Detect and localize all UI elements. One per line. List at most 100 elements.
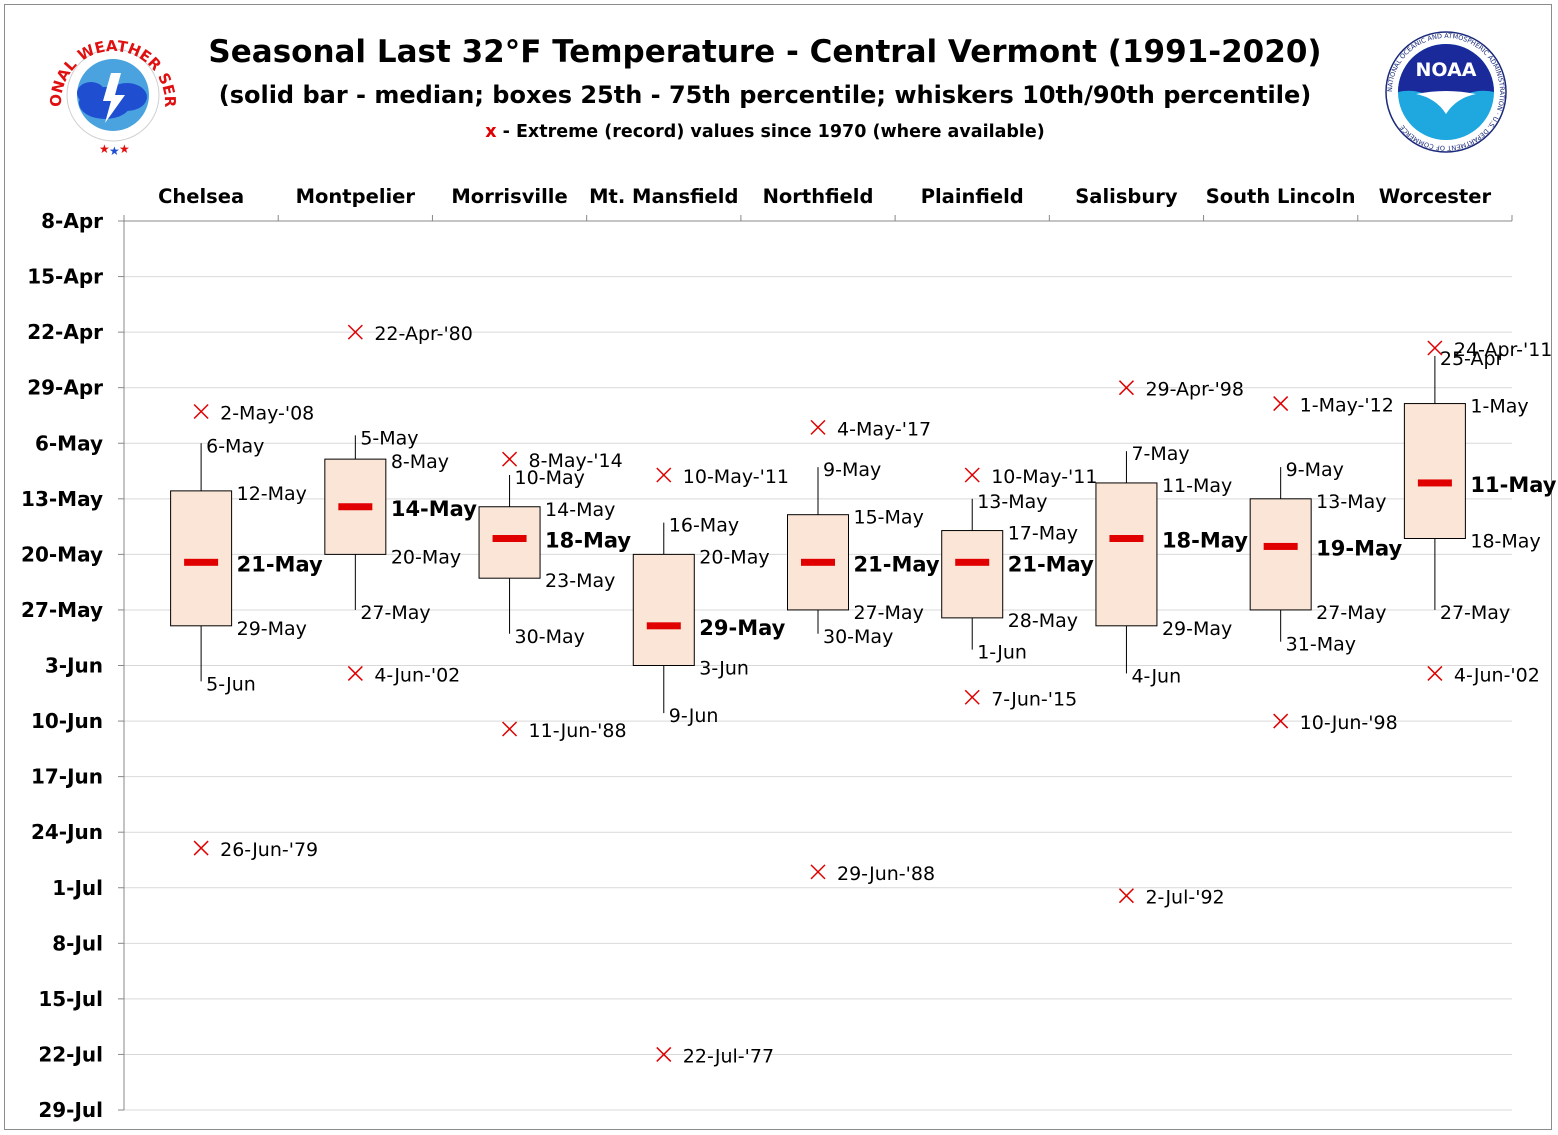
y-tick-label: 3-Jun <box>45 654 103 678</box>
chart-title: Seasonal Last 32°F Temperature - Central… <box>208 34 1321 70</box>
y-tick-label: 13-May <box>21 487 103 511</box>
median-bar <box>1263 542 1298 550</box>
extreme-label: 10-May-'11 <box>683 466 789 488</box>
extreme-label: 29-Apr-'98 <box>1145 379 1244 401</box>
p75-label: 20-May <box>391 546 461 568</box>
median-label: 11-May <box>1470 473 1556 497</box>
median-label: 18-May <box>1162 529 1248 553</box>
p90-label: 1-Jun <box>977 642 1027 664</box>
median-label: 18-May <box>545 529 631 553</box>
extreme-label: 2-May-'08 <box>220 403 314 425</box>
extreme-marker <box>656 467 672 483</box>
station-label: Northfield <box>763 185 874 208</box>
extreme-marker <box>347 665 363 681</box>
extreme-marker <box>1118 380 1134 396</box>
noaa-logo: NOAA NATIONAL OCEANIC AND ATMOSPHERIC AD… <box>1385 31 1507 153</box>
extreme-marker <box>810 864 826 880</box>
extreme-label: 10-Jun-'98 <box>1300 712 1398 734</box>
p10-label: 6-May <box>206 435 264 457</box>
p25-label: 15-May <box>854 507 924 529</box>
p10-label: 10-May <box>515 467 585 489</box>
station-label: Worcester <box>1379 185 1492 208</box>
p25-label: 17-May <box>1008 523 1078 545</box>
p75-label: 28-May <box>1008 610 1078 632</box>
p90-label: 5-Jun <box>206 673 256 695</box>
y-tick-label: 29-Apr <box>27 376 103 400</box>
p90-label: 9-Jun <box>669 705 719 727</box>
p10-label: 13-May <box>977 491 1047 513</box>
box <box>478 506 541 579</box>
station-label: South Lincoln <box>1206 185 1356 208</box>
noaa-logo-text: NOAA <box>1416 59 1477 81</box>
extreme-marker <box>193 403 209 420</box>
box <box>1249 498 1312 611</box>
y-tick-label: 8-Apr <box>41 209 103 233</box>
p90-label: 30-May <box>823 626 893 648</box>
box <box>1403 403 1466 539</box>
extreme-marker <box>1273 396 1289 412</box>
p25-label: 13-May <box>1316 491 1386 513</box>
median-label: 29-May <box>699 616 785 640</box>
y-tick-label: 6-May <box>35 431 103 455</box>
extreme-marker <box>502 451 518 467</box>
svg-text:★: ★ <box>109 144 120 158</box>
extreme-marker <box>656 1046 672 1062</box>
nws-logo: NATIONAL WEATHER SERVICE ★ ★ ★ <box>47 37 179 158</box>
legend-note: x - Extreme (record) values since 1970 (… <box>485 122 1045 142</box>
p90-label: 4-Jun <box>1131 665 1181 687</box>
median-bar <box>1417 479 1452 487</box>
median-bar <box>1109 535 1144 542</box>
median-label: 21-May <box>237 552 323 576</box>
median-bar <box>955 558 990 566</box>
extreme-label: 22-Apr-'80 <box>374 323 473 345</box>
box <box>1095 482 1158 627</box>
median-label: 21-May <box>854 552 940 576</box>
svg-text:★: ★ <box>99 142 110 156</box>
station-label: Plainfield <box>921 185 1024 208</box>
p75-label: 27-May <box>1316 602 1386 624</box>
y-tick-label: 22-Apr <box>27 320 103 344</box>
y-tick-label: 1-Jul <box>52 876 103 900</box>
median-label: 14-May <box>391 497 477 521</box>
p25-label: 14-May <box>545 499 615 521</box>
median-bar <box>492 535 527 542</box>
extreme-label: 10-May-'11 <box>991 466 1097 488</box>
median-label: 21-May <box>1008 552 1094 576</box>
extreme-marker <box>1427 340 1443 356</box>
extreme-label: 26-Jun-'79 <box>220 839 318 861</box>
p75-label: 29-May <box>1162 618 1232 640</box>
station-label: Montpelier <box>296 185 416 208</box>
svg-text:★: ★ <box>119 142 130 156</box>
p10-label: 7-May <box>1131 443 1189 465</box>
p90-label: 27-May <box>360 602 430 624</box>
extreme-label: 11-Jun-'88 <box>529 720 627 742</box>
legend-marker: x <box>485 122 497 142</box>
p25-label: 20-May <box>699 546 769 568</box>
p90-label: 30-May <box>515 626 585 648</box>
station-label: Mt. Mansfield <box>589 185 738 208</box>
chart-frame <box>4 4 1552 1130</box>
plot-area: 8-Apr 15-Apr 22-Apr 29-Apr 6-May 13-May 20-May… <box>21 185 1557 1122</box>
p75-label: 3-Jun <box>699 658 749 680</box>
extreme-label: 4-Jun-'02 <box>1454 664 1540 686</box>
extreme-label: 4-May-'17 <box>837 418 931 440</box>
median-bar <box>184 558 219 566</box>
p25-label: 8-May <box>391 451 449 473</box>
extreme-label: 7-Jun-'15 <box>991 688 1077 710</box>
box <box>170 490 233 627</box>
station-label: Morrisville <box>451 185 567 208</box>
p75-label: 29-May <box>237 618 307 640</box>
station-label: Salisbury <box>1075 185 1178 208</box>
station-label: Chelsea <box>158 185 244 208</box>
extreme-marker <box>1273 713 1289 729</box>
chart-subtitle: (solid bar - median; boxes 25th - 75th p… <box>219 81 1312 109</box>
p25-label: 12-May <box>237 483 307 505</box>
y-tick-label: 17-Jun <box>31 765 103 789</box>
p10-label: 16-May <box>669 515 739 537</box>
legend-text: - Extreme (record) values since 1970 (wh… <box>497 122 1045 142</box>
p25-label: 11-May <box>1162 475 1232 497</box>
extreme-marker <box>1427 665 1443 681</box>
extreme-label: 1-May-'12 <box>1300 395 1394 417</box>
p10-label: 9-May <box>823 459 881 481</box>
